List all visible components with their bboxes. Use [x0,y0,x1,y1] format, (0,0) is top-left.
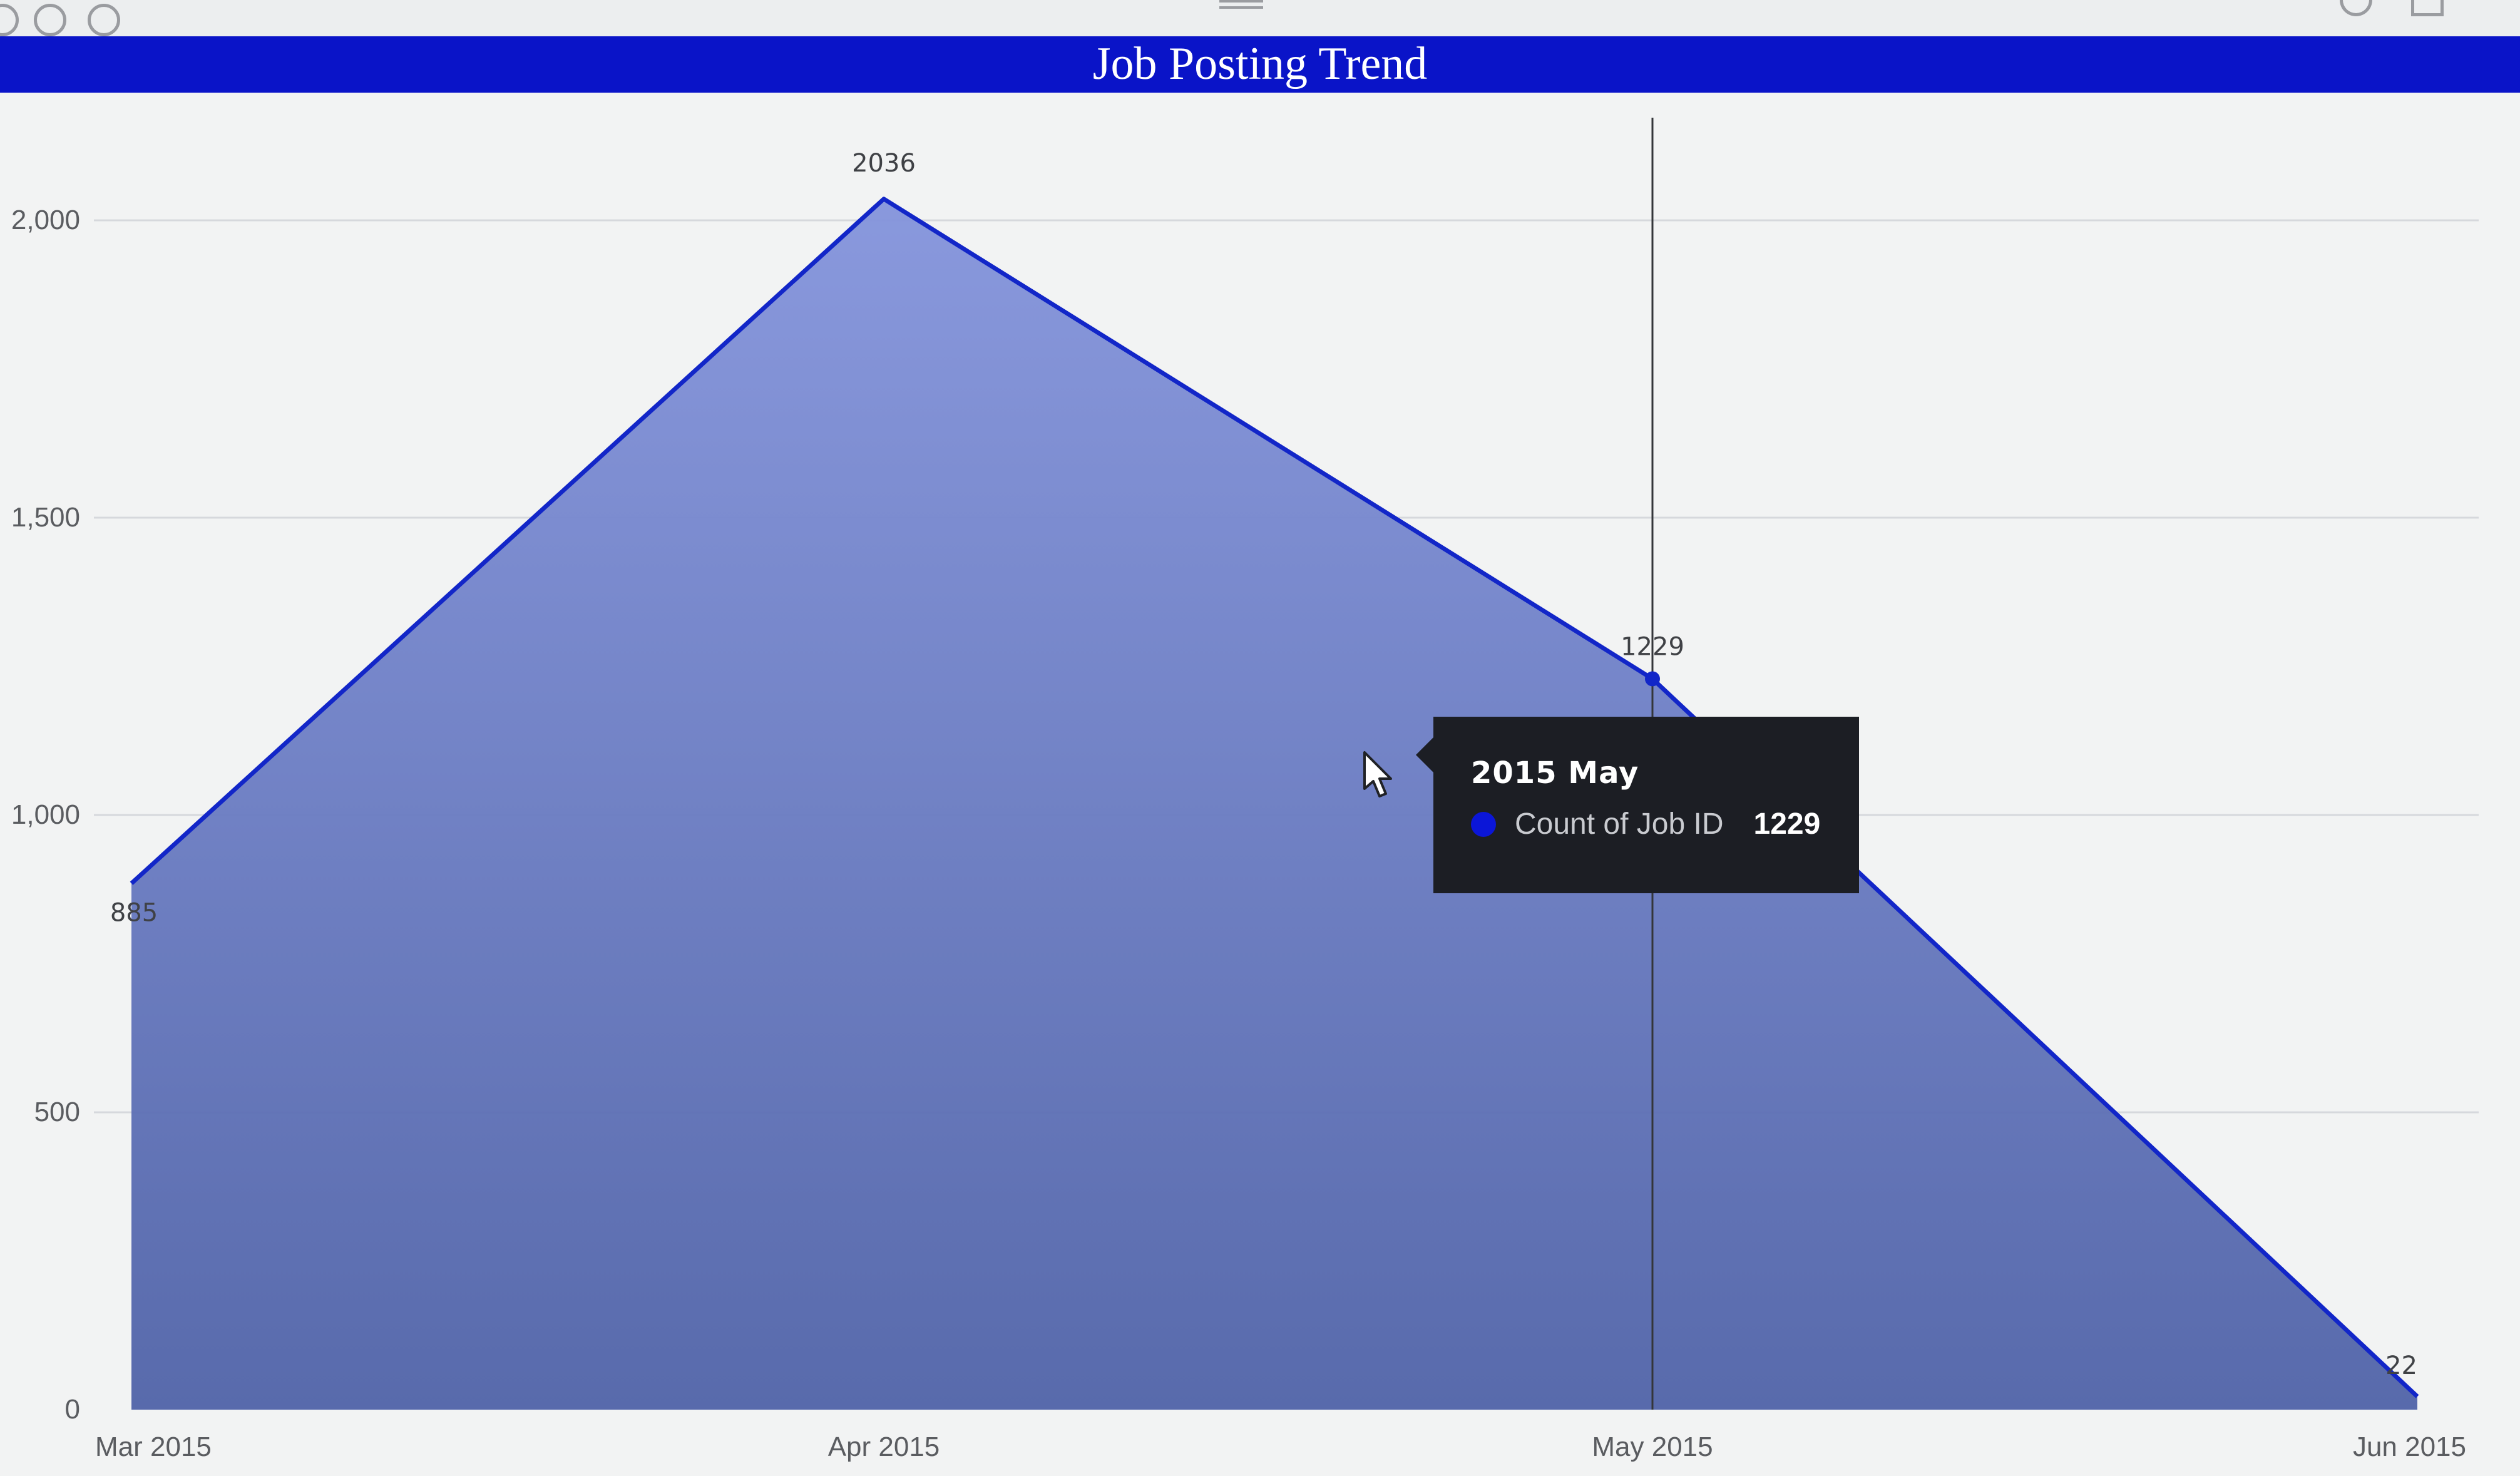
x-tick-label: Apr 2015 [828,1432,940,1462]
data-label: 1229 [1621,632,1684,661]
undo-icon[interactable] [34,4,66,36]
series-area [130,197,2419,1410]
tooltip-title: 2015 May [1471,756,1639,791]
focus-mode-icon[interactable] [2411,0,2444,16]
hover-marker [1645,671,1660,687]
data-label: 885 [110,898,158,927]
data-label: 2036 [852,149,916,178]
reset-icon[interactable] [88,4,120,36]
download-icon[interactable] [2340,0,2372,16]
series-color-dot [1471,811,1496,837]
y-tick-label: 500 [34,1097,80,1127]
tooltip-series-name: Count of Job ID [1515,807,1724,841]
tooltip-pointer [1416,737,1433,772]
x-tick-label: Jun 2015 [2353,1432,2466,1462]
drag-handle-icon[interactable] [1219,0,1263,9]
tooltip-value: 1229 [1753,807,1821,841]
chart-panel: 0 500 1,000 1,500 2,000 Mar 2015 Apr 2015 May … [0,93,2520,1476]
mouse-pointer-icon [1363,751,1392,797]
data-label: 22 [2385,1351,2417,1380]
y-tick-label: 1,000 [11,799,80,830]
area-chart[interactable]: 0 500 1,000 1,500 2,000 Mar 2015 Apr 2015 May … [0,93,2520,1476]
series-line [130,197,2419,1398]
chart-title: Job Posting Trend [0,36,2520,93]
tooltip: 2015 May Count of Job ID 1229 [1433,717,1859,893]
x-axis: Mar 2015 Apr 2015 May 2015 Jun 2015 [95,1432,2466,1462]
data-labels: 885 2036 1229 22 [110,149,2417,1380]
y-axis: 0 500 1,000 1,500 2,000 [11,205,80,1425]
x-tick-label: May 2015 [1592,1432,1713,1462]
data-markers [1645,671,1660,687]
back-icon[interactable] [0,4,19,36]
visual-header [0,0,2520,36]
y-tick-label: 1,500 [11,502,80,533]
tooltip-row: Count of Job ID 1229 [1471,807,1859,841]
y-tick-label: 2,000 [11,205,80,235]
x-tick-label: Mar 2015 [95,1432,212,1462]
y-tick-label: 0 [65,1394,80,1425]
area-fill [131,198,2417,1410]
